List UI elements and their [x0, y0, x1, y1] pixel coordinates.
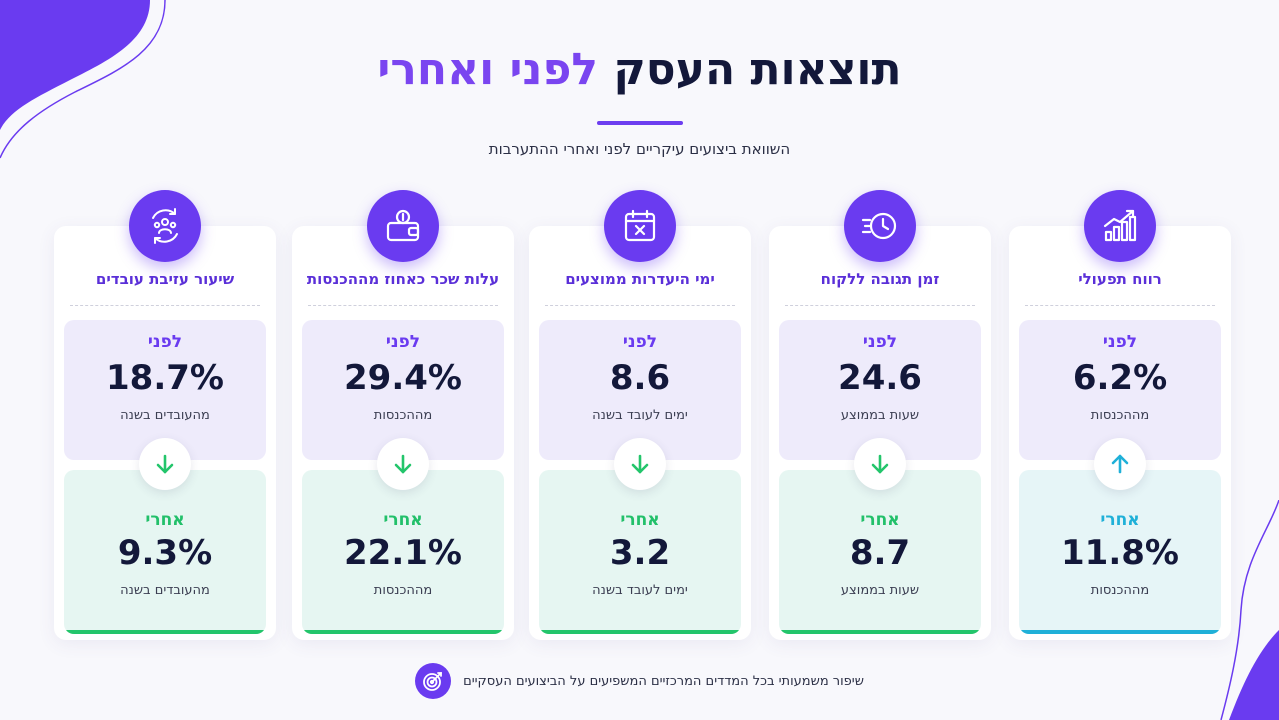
card-title: שיעור עזיבת עובדים — [95, 270, 235, 288]
after-unit: ימים לעובד בשנה — [592, 583, 688, 598]
title-underline — [597, 121, 683, 125]
after-accent-bar — [64, 630, 266, 634]
card-operating-profit: רווח תפעולי לפני 6.2% מההכנסות אחרי 11.8… — [1009, 190, 1231, 640]
after-label: אחרי — [383, 510, 423, 530]
arrow-down-icon — [139, 438, 191, 490]
after-label: אחרי — [620, 510, 660, 530]
before-label: לפני — [1102, 332, 1138, 352]
before-value: 8.6 — [609, 358, 671, 398]
before-label: לפני — [385, 332, 421, 352]
after-value: 22.1% — [344, 533, 462, 573]
before-label: לפני — [862, 332, 898, 352]
card-title: זמן תגובה ללקוח — [820, 270, 940, 288]
card-customer-response-time: זמן תגובה ללקוח לפני 24.6 שעות בממוצע אח… — [769, 190, 991, 640]
before-unit: שעות בממוצע — [840, 408, 920, 423]
card-average-absence-days: ימי היעדרות ממוצעים לפני 8.6 ימים לעובד … — [529, 190, 751, 640]
wallet-coin-icon — [367, 190, 439, 262]
after-label: אחרי — [1100, 510, 1140, 530]
calendar-x-icon — [604, 190, 676, 262]
arrow-up-icon — [1094, 438, 1146, 490]
card-divider — [70, 305, 260, 306]
arrow-down-icon — [614, 438, 666, 490]
arrow-down-icon — [854, 438, 906, 490]
before-label: לפני — [147, 332, 183, 352]
before-unit: ימים לעובד בשנה — [592, 408, 688, 423]
before-unit: מההכנסות — [373, 408, 433, 423]
after-label: אחרי — [860, 510, 900, 530]
after-box: אחרי 11.8% מההכנסות — [1019, 470, 1221, 634]
before-box: לפני 18.7% מהעובדים בשנה — [64, 320, 266, 460]
after-accent-bar — [779, 630, 981, 634]
card-title: רווח תפעולי — [1078, 270, 1162, 288]
before-label: לפני — [622, 332, 658, 352]
card-title: ימי היעדרות ממוצעים — [565, 270, 715, 288]
footer-text: שיפור משמעותי בכל המדדים המרכזיים המשפיע… — [463, 673, 864, 689]
before-box: לפני 29.4% מההכנסות — [302, 320, 504, 460]
before-value: 6.2% — [1072, 358, 1168, 398]
after-box: אחרי 22.1% מההכנסות — [302, 470, 504, 634]
target-icon — [415, 663, 452, 699]
after-unit: מההכנסות — [1090, 583, 1150, 598]
card-title: עלות שכר כאחוז מההכנסות — [306, 270, 500, 288]
after-box: אחרי 3.2 ימים לעובד בשנה — [539, 470, 741, 634]
after-unit: מההכנסות — [373, 583, 433, 598]
page-title: תוצאות העסק לפני ואחרי — [0, 44, 1279, 95]
card-divider — [545, 305, 735, 306]
card-employee-turnover-rate: שיעור עזיבת עובדים לפני 18.7% מהעובדים ב… — [54, 190, 276, 640]
after-unit: שעות בממוצע — [840, 583, 920, 598]
after-box: אחרי 8.7 שעות בממוצע — [779, 470, 981, 634]
after-value: 8.7 — [849, 533, 911, 573]
arrow-down-icon — [377, 438, 429, 490]
before-unit: מהעובדים בשנה — [120, 408, 210, 423]
footer-note: שיפור משמעותי בכל המדדים המרכזיים המשפיע… — [0, 662, 1279, 700]
before-box: לפני 6.2% מההכנסות — [1019, 320, 1221, 460]
after-value: 9.3% — [117, 533, 213, 573]
before-box: לפני 24.6 שעות בממוצע — [779, 320, 981, 460]
before-box: לפני 8.6 ימים לעובד בשנה — [539, 320, 741, 460]
before-value: 18.7% — [106, 358, 224, 398]
after-accent-bar — [302, 630, 504, 634]
team-cycle-icon — [129, 190, 201, 262]
page-title-main: תוצאות העסק — [613, 44, 902, 95]
after-accent-bar — [1019, 630, 1221, 634]
page-title-accent: לפני ואחרי — [377, 44, 599, 95]
fast-clock-icon — [844, 190, 916, 262]
after-value: 11.8% — [1061, 533, 1179, 573]
after-box: אחרי 9.3% מהעובדים בשנה — [64, 470, 266, 634]
after-unit: מהעובדים בשנה — [120, 583, 210, 598]
after-value: 3.2 — [609, 533, 671, 573]
after-label: אחרי — [145, 510, 185, 530]
page-subtitle: השוואת ביצועים עיקריים לפני ואחרי ההתערב… — [488, 140, 791, 158]
card-divider — [308, 305, 498, 306]
before-unit: מההכנסות — [1090, 408, 1150, 423]
card-divider — [785, 305, 975, 306]
after-accent-bar — [539, 630, 741, 634]
card-divider — [1025, 305, 1215, 306]
before-value: 24.6 — [838, 358, 922, 398]
bar-chart-growth-icon — [1084, 190, 1156, 262]
card-payroll-cost-ratio: עלות שכר כאחוז מההכנסות לפני 29.4% מההכנ… — [292, 190, 514, 640]
before-value: 29.4% — [344, 358, 462, 398]
